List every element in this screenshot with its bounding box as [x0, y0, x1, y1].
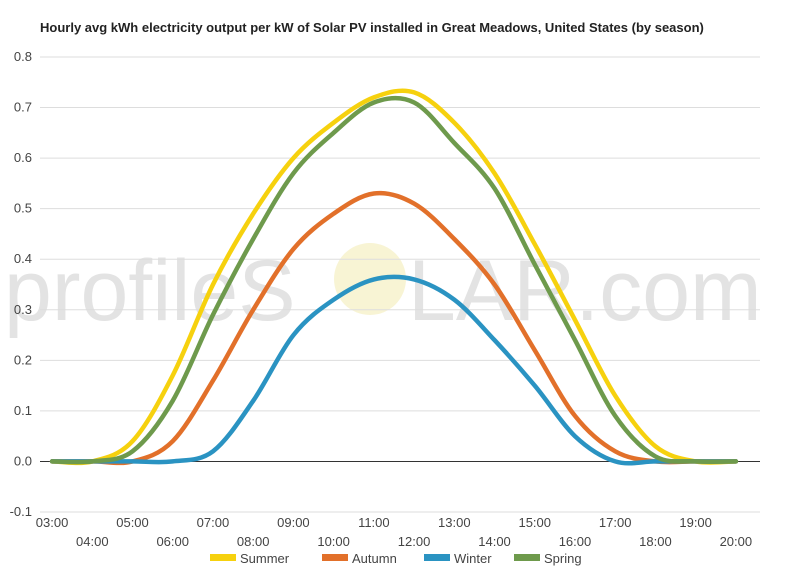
x-tick-label: 16:00	[559, 534, 592, 549]
y-tick-label: 0.5	[14, 201, 32, 216]
legend-item-summer: Summer	[210, 551, 290, 566]
legend-label: Summer	[240, 551, 290, 566]
x-tick-label: 05:00	[116, 515, 149, 530]
legend-label: Winter	[454, 551, 492, 566]
x-tick-label: 11:00	[358, 515, 390, 530]
y-axis: -0.1 0.0 0.1 0.2 0.3 0.4 0.5 0.6 0.7 0.8	[10, 49, 32, 519]
y-tick-label: -0.1	[10, 504, 32, 519]
y-tick-label: 0.2	[14, 352, 32, 367]
watermark-left: profileS	[4, 243, 296, 339]
grid-lines	[40, 56, 760, 513]
legend-label: Autumn	[352, 551, 397, 566]
y-tick-label: 0.3	[14, 302, 32, 317]
x-tick-label: 07:00	[197, 515, 230, 530]
x-axis: 03:00 04:00 05:00 06:00 07:00 08:00 09:00 10:00…	[36, 515, 752, 549]
legend-swatch	[210, 554, 236, 561]
legend: Summer Autumn Winter Spring	[210, 551, 582, 566]
y-tick-label: 0.7	[14, 100, 32, 115]
y-tick-label: 0.6	[14, 150, 32, 165]
y-tick-label: 0.8	[14, 49, 32, 64]
x-tick-label: 17:00	[599, 515, 632, 530]
x-tick-label: 08:00	[237, 534, 270, 549]
y-tick-label: 0.1	[14, 403, 32, 418]
legend-label: Spring	[544, 551, 582, 566]
watermark: profileS LAR.com	[4, 243, 762, 339]
legend-item-winter: Winter	[424, 551, 492, 566]
y-tick-label: 0.4	[14, 251, 32, 266]
chart-title: Hourly avg kWh electricity output per kW…	[40, 20, 704, 35]
series-line-winter	[49, 274, 739, 466]
legend-swatch	[322, 554, 348, 561]
x-tick-label: 13:00	[438, 515, 471, 530]
x-tick-label: 04:00	[76, 534, 109, 549]
x-tick-label: 10:00	[317, 534, 350, 549]
series-line-spring	[49, 95, 739, 465]
x-tick-label: 09:00	[277, 515, 310, 530]
series-line-autumn	[49, 190, 739, 466]
y-tick-label: 0.0	[14, 453, 32, 468]
x-tick-label: 15:00	[518, 515, 551, 530]
x-tick-label: 12:00	[398, 534, 431, 549]
x-tick-label: 06:00	[156, 534, 189, 549]
legend-swatch	[424, 554, 450, 561]
series-lines	[49, 88, 739, 466]
x-tick-label: 20:00	[720, 534, 753, 549]
x-tick-label: 03:00	[36, 515, 69, 530]
x-tick-label: 19:00	[679, 515, 712, 530]
legend-item-autumn: Autumn	[322, 551, 397, 566]
series-line-summer	[49, 88, 739, 466]
x-tick-label: 14:00	[478, 534, 511, 549]
x-tick-label: 18:00	[639, 534, 672, 549]
legend-item-spring: Spring	[514, 551, 582, 566]
watermark-right: LAR.com	[408, 243, 762, 339]
legend-swatch	[514, 554, 540, 561]
